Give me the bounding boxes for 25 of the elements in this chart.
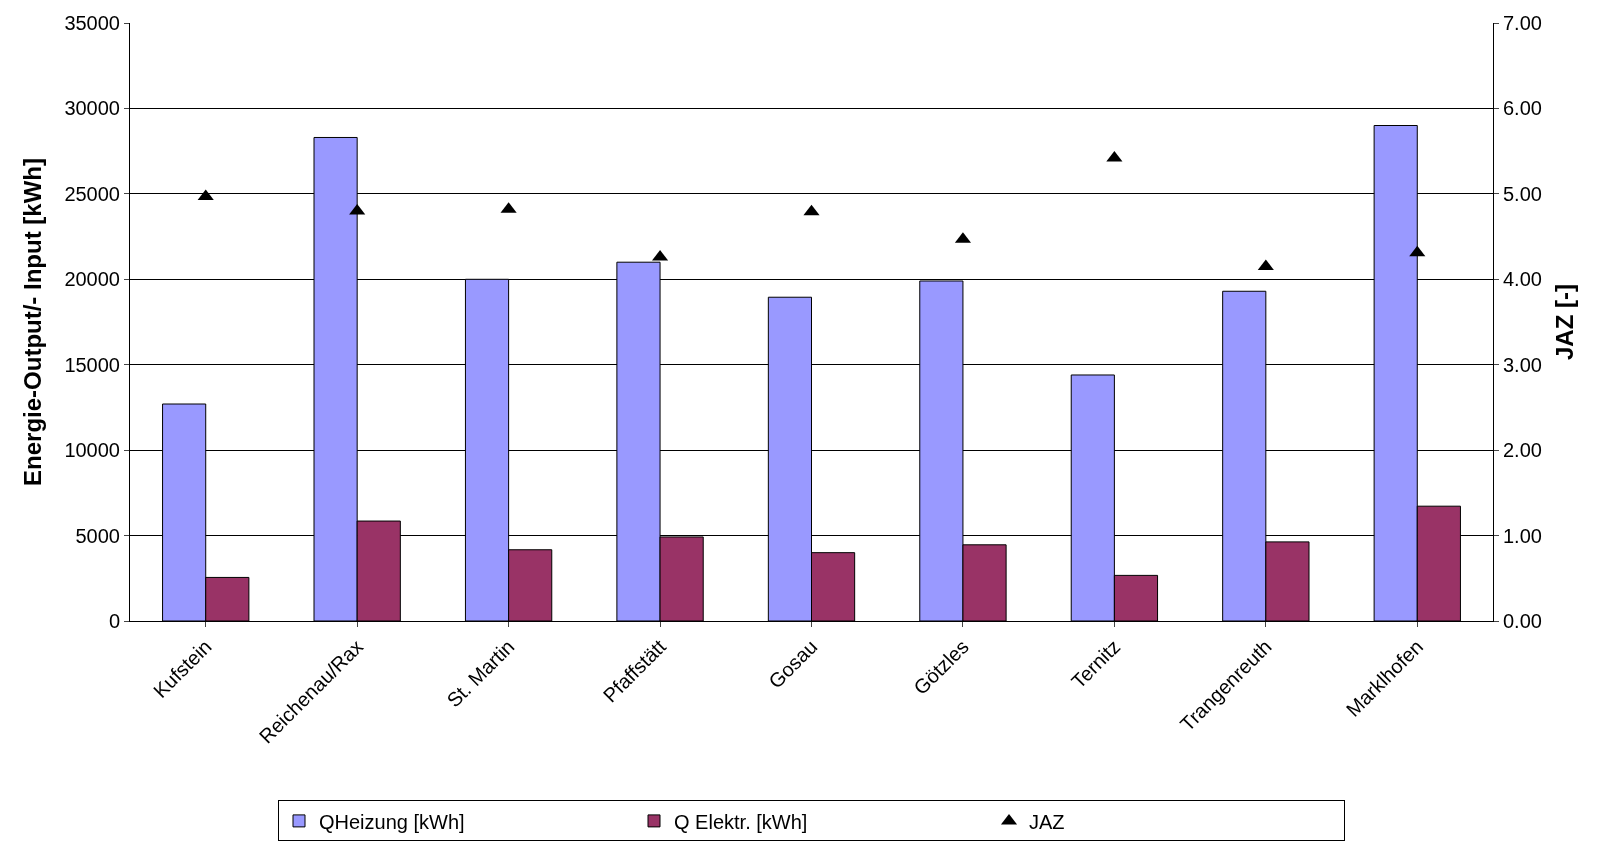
point bbox=[1106, 150, 1123, 162]
y2-tick-label: 1.00 bbox=[1503, 524, 1542, 547]
y2-tick-label: 4.00 bbox=[1503, 268, 1542, 291]
y-tick-label: 10000 bbox=[64, 439, 120, 462]
y-tick-label: 20000 bbox=[64, 268, 120, 291]
y2-tick-label: 3.00 bbox=[1503, 353, 1542, 376]
y2-axis-title: JAZ [-] bbox=[1551, 284, 1579, 360]
y2-tick-label: 2.00 bbox=[1503, 439, 1542, 462]
legend-label: QHeizung [kWh] bbox=[319, 810, 465, 833]
point bbox=[1409, 245, 1426, 257]
y-tick-label: 5000 bbox=[75, 524, 120, 547]
y-tick-label: 15000 bbox=[64, 353, 120, 376]
y-tick-label: 25000 bbox=[64, 182, 120, 205]
y2-tick-label: 5.00 bbox=[1503, 182, 1542, 205]
legend-label: JAZ bbox=[1029, 810, 1065, 833]
point bbox=[349, 203, 366, 215]
y-tick-label: 30000 bbox=[64, 97, 120, 120]
y2-tick-label: 6.00 bbox=[1503, 97, 1542, 120]
y2-tick-label: 0.00 bbox=[1503, 610, 1542, 632]
y-tick-label: 0 bbox=[108, 610, 120, 632]
point bbox=[803, 204, 820, 216]
legend-label: Q Elektr. [kWh] bbox=[674, 810, 808, 833]
y-tick-label: 35000 bbox=[64, 12, 120, 34]
y2-tick-label: 7.00 bbox=[1503, 12, 1542, 34]
y-axis-title: Energie-Output/- Input [kWh] bbox=[19, 158, 47, 486]
